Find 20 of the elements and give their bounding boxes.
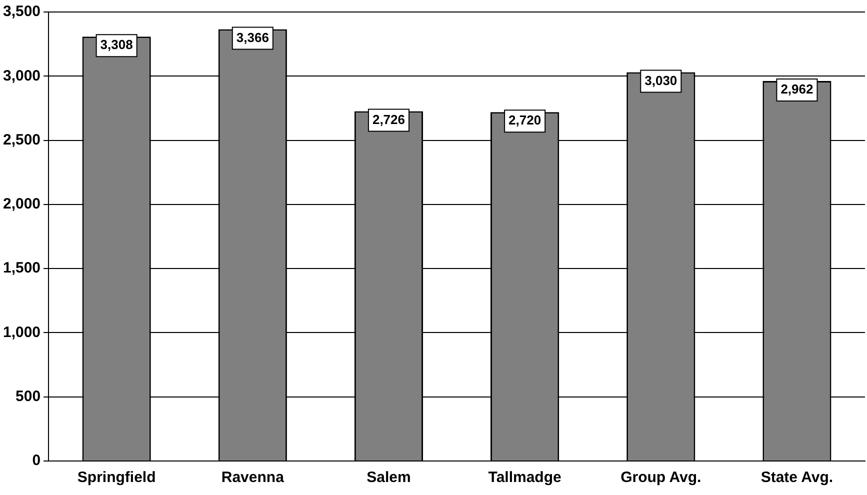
- data-label: 2,720: [508, 112, 542, 128]
- y-tick-label: 1,500: [2, 260, 41, 277]
- data-label: 3,308: [100, 37, 133, 52]
- x-tick-label: Group Avg.: [620, 469, 702, 486]
- x-tick-label: State Avg.: [760, 469, 834, 486]
- x-tick-label: Tallmadge: [488, 469, 562, 486]
- y-tick-label: 2,500: [2, 131, 41, 148]
- y-tick-label: 1,000: [2, 324, 41, 341]
- x-tick-label: Ravenna: [221, 469, 285, 486]
- data-label: 3,366: [236, 30, 269, 45]
- data-label: 3,030: [644, 72, 678, 88]
- data-label: 2,962: [780, 82, 814, 97]
- data-label: 2,726: [372, 112, 406, 127]
- y-tick-label: 2,000: [2, 196, 41, 213]
- y-tick-label: 3,500: [2, 3, 41, 20]
- y-tick-label: 3,000: [2, 67, 41, 84]
- y-tick-label: 500: [16, 388, 41, 405]
- y-tick-label: 0: [32, 452, 41, 470]
- x-tick-label: Salem: [366, 469, 411, 486]
- x-tick-label: Springfield: [77, 469, 156, 486]
